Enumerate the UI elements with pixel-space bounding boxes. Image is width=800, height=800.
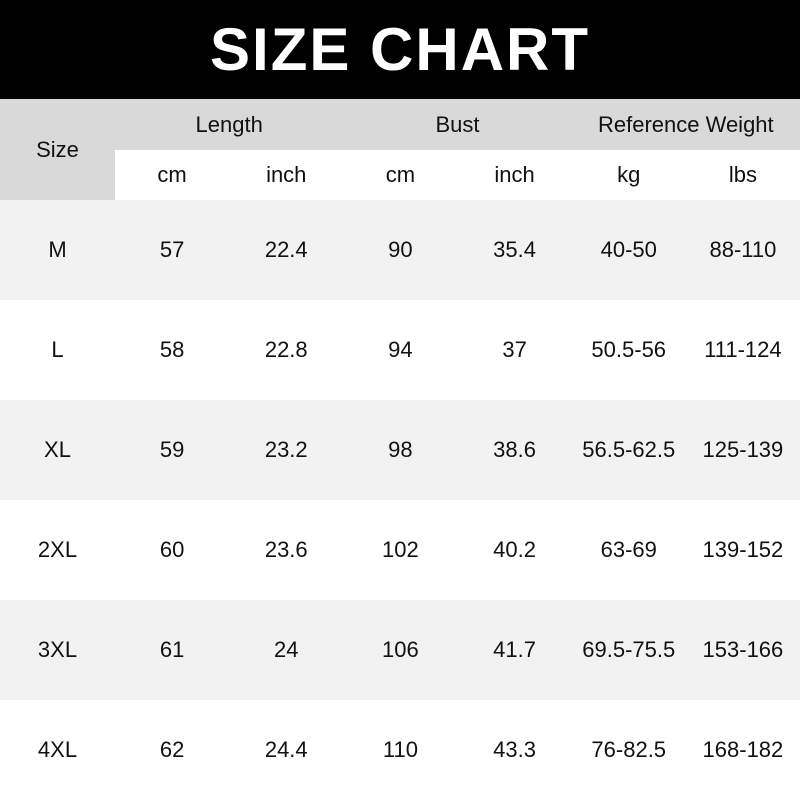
cell-bust-inch: 35.4 [493,237,536,262]
cell-length-cm: 61 [159,637,185,662]
cell-length-inch: 24.4 [264,737,308,762]
unit-weight-lbs: lbs [685,150,800,200]
unit-weight-kg: kg [571,150,686,200]
cell-bust-cm: 90 [388,237,413,262]
unit-length-inch: inch [229,150,344,200]
header-length: Length [195,111,263,137]
header-reference-weight: Reference Weight [597,111,774,137]
cell-bust-cm: 102 [382,537,419,562]
cell-weight-kg: 56.5-62.5 [582,437,676,462]
cell-size: M [48,237,67,262]
page-title: SIZE CHART [0,0,800,99]
header-bust: Bust [435,111,480,137]
header-size: Size [36,136,79,162]
cell-length-cm: 60 [159,537,185,562]
table-row: L 58 22.8 94 37 50.5-56 111-124 [0,300,800,400]
cell-bust-inch: 37 [502,337,527,362]
cell-bust-cm: 94 [388,337,413,362]
cell-length-inch: 23.6 [264,537,308,562]
unit-bust-cm: cm [343,150,458,200]
cell-size: XL [44,437,71,462]
cell-weight-kg: 50.5-56 [591,337,667,362]
table-row: M 57 22.4 90 35.4 40-50 88-110 [0,200,800,300]
cell-bust-inch: 38.6 [493,437,536,462]
cell-size: 4XL [37,737,78,762]
cell-weight-lbs: 168-182 [702,737,784,762]
cell-weight-lbs: 125-139 [702,437,784,462]
cell-bust-cm: 110 [382,737,418,762]
table-body: M 57 22.4 90 35.4 40-50 88-110 L 58 22.8 94 37 50.5-… [0,200,800,800]
cell-length-cm: 58 [159,337,185,362]
table-row: 4XL 62 24.4 110 43.3 76-82.5 168-182 [0,700,800,800]
cell-weight-kg: 40-50 [600,237,657,262]
cell-weight-kg: 69.5-75.5 [582,637,676,662]
cell-size: 3XL [37,637,78,662]
unit-length-cm: cm [115,150,230,200]
cell-length-inch: 22.8 [264,337,308,362]
cell-size: L [51,337,64,362]
cell-weight-lbs: 139-152 [702,537,784,562]
cell-weight-lbs: 88-110 [709,237,777,262]
table-row: 2XL 60 23.6 102 40.2 63-69 139-152 [0,500,800,600]
cell-bust-inch: 40.2 [493,537,536,562]
cell-length-cm: 62 [159,737,185,762]
cell-length-cm: 57 [159,237,185,262]
cell-length-inch: 24 [274,637,299,662]
cell-length-inch: 23.2 [264,437,308,462]
cell-weight-lbs: 153-166 [702,637,784,662]
cell-size: 2XL [37,537,78,562]
table-row: 3XL 61 24 106 41.7 69.5-75.5 153-166 [0,600,800,700]
cell-weight-lbs: 111-124 [704,337,782,362]
cell-length-inch: 22.4 [264,237,308,262]
unit-bust-inch: inch [457,150,572,200]
cell-bust-cm: 106 [382,637,419,662]
cell-bust-cm: 98 [388,437,413,462]
table-header: Size Length Bust Reference Weight cm inc… [0,99,800,200]
cell-weight-kg: 76-82.5 [591,737,667,762]
cell-length-cm: 59 [159,437,185,462]
cell-bust-inch: 43.3 [493,737,536,762]
table-row: XL 59 23.2 98 38.6 56.5-62.5 125-139 [0,400,800,500]
cell-weight-kg: 63-69 [600,537,657,562]
cell-bust-inch: 41.7 [493,637,536,662]
